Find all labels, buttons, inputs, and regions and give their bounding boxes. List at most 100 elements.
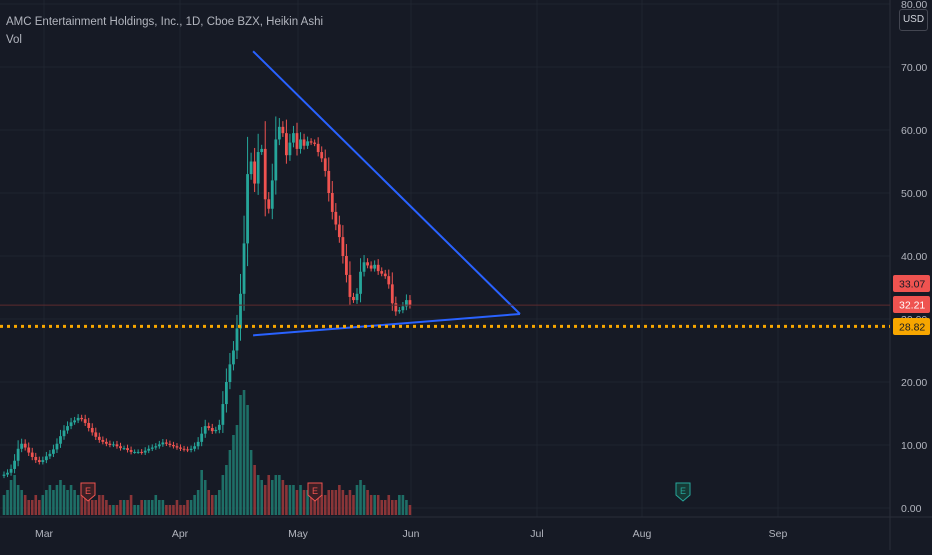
candle-body <box>203 426 207 434</box>
volume-bar <box>196 490 200 515</box>
candle-body <box>376 264 380 272</box>
price-label-text: 33.07 <box>899 279 925 291</box>
price-label-text: 28.82 <box>899 322 925 334</box>
candle-body <box>239 293 242 329</box>
volume-bar <box>175 500 179 515</box>
volume-bar <box>352 495 355 515</box>
candle-body <box>394 303 398 312</box>
candle-body <box>207 426 211 428</box>
candle-body <box>154 446 158 448</box>
volume-indicator-label[interactable]: Vol <box>6 34 22 46</box>
candle-body <box>366 262 369 266</box>
volume-bar <box>182 505 186 515</box>
volume-bar <box>172 505 175 515</box>
candle-body <box>260 148 264 153</box>
candle-body <box>122 448 126 450</box>
price-label-badge <box>893 296 930 313</box>
volume-bar <box>302 490 306 515</box>
volume-bar <box>30 500 34 515</box>
candle-body <box>48 453 52 457</box>
volume-bar <box>20 490 23 515</box>
volume-bar <box>295 490 299 515</box>
candle-body <box>380 271 384 274</box>
volume-bar <box>193 495 196 515</box>
candle-body <box>309 141 313 143</box>
candle-body <box>6 472 9 475</box>
currency-button[interactable]: USD <box>899 9 928 31</box>
candle-body <box>97 436 101 440</box>
volume-bar <box>126 500 129 515</box>
candle-body <box>330 193 334 212</box>
volume-bar <box>348 490 352 515</box>
candle-body <box>52 449 55 454</box>
candle-body <box>168 443 172 445</box>
volume-bar <box>129 495 133 515</box>
candle-body <box>232 350 235 365</box>
candle-body <box>401 306 405 311</box>
price-tick-label: 40.00 <box>901 251 927 263</box>
candle-body <box>352 296 355 301</box>
volume-bar <box>394 500 398 515</box>
volume-bar <box>246 405 249 515</box>
volume-bar <box>133 505 136 515</box>
volume-bar <box>119 500 122 515</box>
candle-body <box>267 199 271 209</box>
volume-bar <box>327 490 331 515</box>
volume-bar <box>288 485 292 515</box>
candle-body <box>193 446 197 449</box>
price-tick-label: 10.00 <box>901 440 927 452</box>
candle-body <box>224 382 228 405</box>
time-tick-label: Jun <box>403 528 420 540</box>
time-tick-label: Aug <box>633 528 652 540</box>
candle-body <box>62 430 66 437</box>
volume-bar <box>27 500 31 515</box>
volume-bar <box>218 490 221 515</box>
volume-bar <box>150 500 154 515</box>
volume-bar <box>242 390 246 515</box>
ascending-trendline <box>253 312 521 337</box>
volume-bar <box>320 495 323 515</box>
volume-bar <box>48 485 52 515</box>
volume-bar <box>398 495 401 515</box>
earnings-badge-icon <box>675 482 691 502</box>
volume-bar <box>309 495 313 515</box>
candle-body <box>126 448 129 451</box>
volume-bar <box>112 505 115 515</box>
volume-bar <box>316 490 320 515</box>
candle-body <box>41 460 45 463</box>
volume-bar <box>52 490 55 515</box>
candle-body <box>387 276 391 285</box>
candle-body <box>101 439 105 442</box>
volume-bar <box>13 475 16 515</box>
candle-body <box>83 419 87 423</box>
candle-body <box>285 133 288 156</box>
candle-body <box>133 451 137 453</box>
volume-bar <box>9 480 13 515</box>
candle-body <box>115 444 119 447</box>
candle-body <box>302 139 306 146</box>
volume-bar <box>122 500 126 515</box>
candle-body <box>295 133 299 149</box>
volume-bar <box>281 480 285 515</box>
volume-bar <box>189 500 193 515</box>
candle-body <box>270 180 274 209</box>
candle-body <box>292 133 295 143</box>
volume-bar <box>101 495 105 515</box>
volume-bar <box>355 485 359 515</box>
volume-bar <box>345 495 348 515</box>
volume-bar <box>292 485 295 515</box>
volume-bar <box>6 490 9 515</box>
candle-body <box>2 474 6 476</box>
price-label-badge <box>893 318 930 335</box>
candle-body <box>306 141 309 146</box>
candle-body <box>34 456 38 461</box>
candle-body <box>408 300 412 306</box>
volume-bar <box>391 500 394 515</box>
volume-bar <box>87 500 91 515</box>
candle-body <box>246 174 249 244</box>
volume-bar <box>373 495 376 515</box>
volume-bar <box>380 500 384 515</box>
candle-body <box>405 300 408 307</box>
